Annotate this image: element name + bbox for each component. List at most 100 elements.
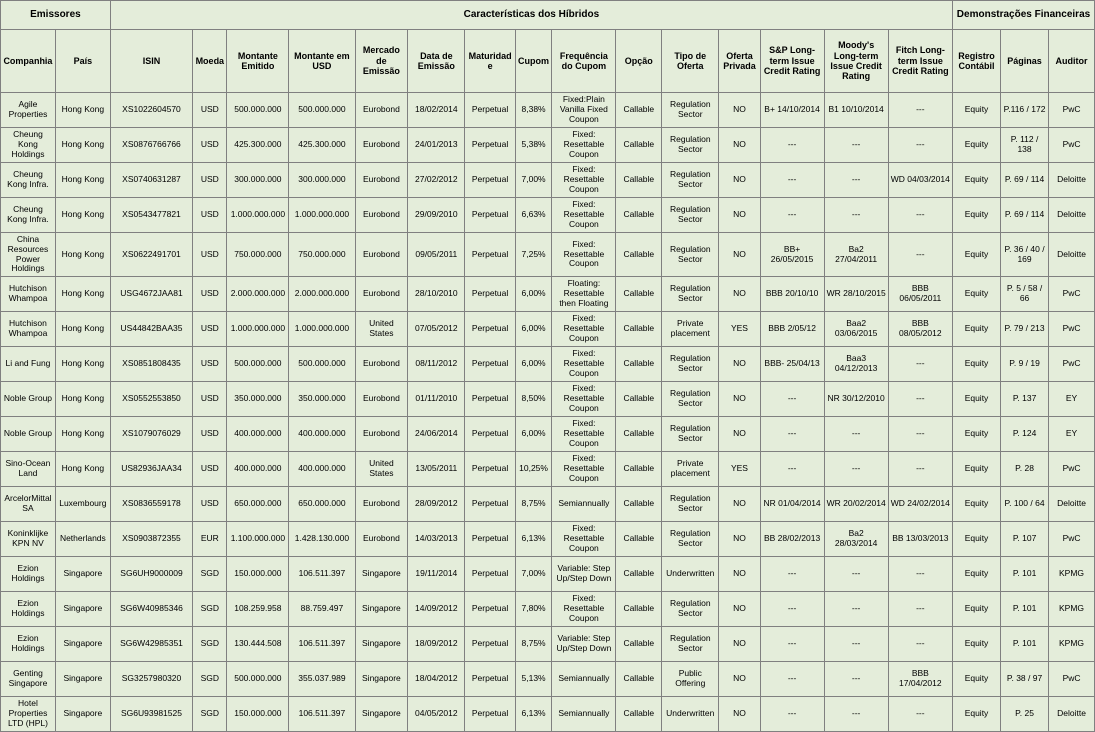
- table-cell: 350.000.000: [289, 382, 355, 417]
- table-cell: 400.000.000: [227, 452, 289, 487]
- table-cell: NO: [719, 277, 760, 312]
- table-cell: Semiannually: [552, 662, 616, 697]
- column-header: Opção: [616, 30, 662, 93]
- table-cell: WR 20/02/2014: [824, 487, 888, 522]
- table-cell: Baa2 03/06/2015: [824, 312, 888, 347]
- table-cell: Hotel Properties LTD (HPL): [1, 697, 56, 732]
- table-cell: Equity: [952, 93, 1000, 128]
- table-cell: Equity: [952, 662, 1000, 697]
- table-cell: 5,13%: [515, 662, 552, 697]
- table-cell: NO: [719, 487, 760, 522]
- table-cell: P. 107: [1001, 522, 1049, 557]
- table-cell: Perpetual: [465, 557, 515, 592]
- table-cell: Hong Kong: [55, 163, 110, 198]
- column-header: Registro Contábil: [952, 30, 1000, 93]
- table-cell: Deloitte: [1049, 198, 1095, 233]
- column-header: Montante em USD: [289, 30, 355, 93]
- table-cell: BBB 08/05/2012: [888, 312, 952, 347]
- table-cell: 7,80%: [515, 592, 552, 627]
- table-cell: Equity: [952, 627, 1000, 662]
- table-cell: ---: [760, 627, 824, 662]
- table-cell: Regulation Sector: [662, 93, 719, 128]
- table-cell: 7,25%: [515, 233, 552, 277]
- table-cell: SG6W42985351: [110, 627, 192, 662]
- table-row: Hotel Properties LTD (HPL)SingaporeSG6U9…: [1, 697, 1095, 732]
- table-cell: Eurobond: [355, 277, 408, 312]
- table-cell: 300.000.000: [289, 163, 355, 198]
- table-row: Noble GroupHong KongXS1079076029USD400.0…: [1, 417, 1095, 452]
- table-cell: NO: [719, 697, 760, 732]
- table-cell: P. 28: [1001, 452, 1049, 487]
- table-cell: 08/11/2012: [408, 347, 465, 382]
- table-cell: KPMG: [1049, 592, 1095, 627]
- table-cell: Genting Singapore: [1, 662, 56, 697]
- table-cell: P. 124: [1001, 417, 1049, 452]
- table-row: Cheung Kong HoldingsHong KongXS087676676…: [1, 128, 1095, 163]
- table-cell: 19/11/2014: [408, 557, 465, 592]
- table-cell: Singapore: [355, 557, 408, 592]
- table-cell: PwC: [1049, 128, 1095, 163]
- table-cell: ---: [824, 662, 888, 697]
- table-cell: ArcelorMittal SA: [1, 487, 56, 522]
- table-cell: Floating: Resettable then Floating: [552, 277, 616, 312]
- table-cell: Private placement: [662, 312, 719, 347]
- table-cell: P. 25: [1001, 697, 1049, 732]
- table-cell: Callable: [616, 697, 662, 732]
- table-cell: Equity: [952, 163, 1000, 198]
- table-cell: Fixed: Resettable Coupon: [552, 233, 616, 277]
- table-cell: Fixed: Resettable Coupon: [552, 128, 616, 163]
- table-cell: 8,50%: [515, 382, 552, 417]
- table-cell: Ba2 28/03/2014: [824, 522, 888, 557]
- table-cell: 1.000.000.000: [227, 312, 289, 347]
- table-cell: Underwritten: [662, 697, 719, 732]
- header-group-caracteristicas: Características dos Híbridos: [110, 1, 952, 30]
- table-cell: ---: [760, 382, 824, 417]
- table-cell: 6,13%: [515, 697, 552, 732]
- table-cell: ---: [760, 557, 824, 592]
- column-header: Tipo de Oferta: [662, 30, 719, 93]
- table-cell: Callable: [616, 128, 662, 163]
- table-cell: WD 04/03/2014: [888, 163, 952, 198]
- table-cell: SG6UH9000009: [110, 557, 192, 592]
- table-cell: Underwritten: [662, 557, 719, 592]
- table-cell: USD: [193, 347, 227, 382]
- table-cell: Singapore: [55, 697, 110, 732]
- table-cell: USG4672JAA81: [110, 277, 192, 312]
- table-cell: USD: [193, 277, 227, 312]
- table-cell: Semiannually: [552, 697, 616, 732]
- table-cell: 04/05/2012: [408, 697, 465, 732]
- table-cell: KPMG: [1049, 557, 1095, 592]
- table-cell: Regulation Sector: [662, 163, 719, 198]
- table-cell: SGD: [193, 697, 227, 732]
- table-cell: 650.000.000: [227, 487, 289, 522]
- table-cell: USD: [193, 487, 227, 522]
- table-cell: PwC: [1049, 277, 1095, 312]
- table-cell: USD: [193, 128, 227, 163]
- table-cell: 28/09/2012: [408, 487, 465, 522]
- table-row: Sino-Ocean LandHong KongUS82936JAA34USD4…: [1, 452, 1095, 487]
- table-cell: Perpetual: [465, 233, 515, 277]
- table-cell: ---: [888, 198, 952, 233]
- table-cell: Regulation Sector: [662, 522, 719, 557]
- table-cell: Singapore: [55, 662, 110, 697]
- table-cell: BBB 17/04/2012: [888, 662, 952, 697]
- table-cell: 400.000.000: [289, 417, 355, 452]
- table-cell: Equity: [952, 198, 1000, 233]
- table-cell: Eurobond: [355, 93, 408, 128]
- table-cell: SG6U93981525: [110, 697, 192, 732]
- table-row: Li and FungHong KongXS0851808435USD500.0…: [1, 347, 1095, 382]
- table-cell: Deloitte: [1049, 487, 1095, 522]
- table-cell: ---: [888, 382, 952, 417]
- table-cell: Callable: [616, 557, 662, 592]
- table-cell: P. 69 / 114: [1001, 198, 1049, 233]
- table-cell: Singapore: [55, 627, 110, 662]
- table-cell: 6,00%: [515, 312, 552, 347]
- table-cell: 28/10/2010: [408, 277, 465, 312]
- table-cell: Equity: [952, 522, 1000, 557]
- table-cell: USD: [193, 312, 227, 347]
- column-header: País: [55, 30, 110, 93]
- table-cell: Deloitte: [1049, 697, 1095, 732]
- table-cell: Luxembourg: [55, 487, 110, 522]
- table-cell: Perpetual: [465, 627, 515, 662]
- table-cell: 14/09/2012: [408, 592, 465, 627]
